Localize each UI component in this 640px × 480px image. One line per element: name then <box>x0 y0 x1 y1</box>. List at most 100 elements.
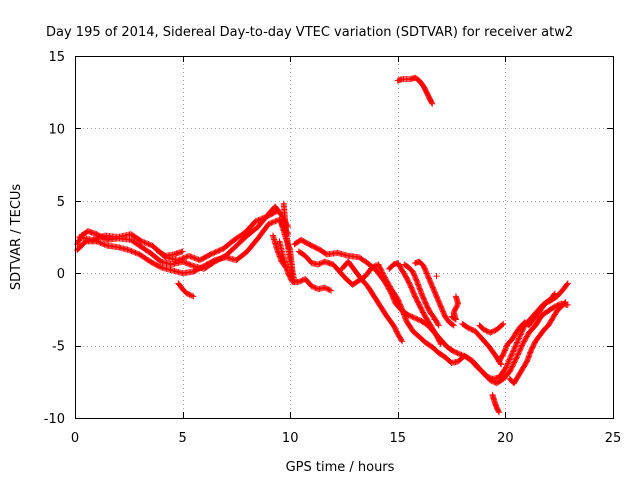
data-point <box>513 340 520 347</box>
data-point <box>420 294 427 301</box>
data-point <box>434 321 441 328</box>
data-point <box>186 252 193 259</box>
data-point <box>407 283 414 290</box>
data-point <box>430 287 437 294</box>
data-point <box>511 358 518 365</box>
data-point <box>368 264 375 271</box>
data-point <box>429 283 436 290</box>
data-point <box>383 277 390 284</box>
data-point <box>423 270 430 277</box>
grid-lines <box>75 56 613 418</box>
data-point <box>407 281 414 288</box>
data-point <box>517 331 524 338</box>
data-point <box>127 247 134 254</box>
data-point <box>129 248 136 255</box>
data-point <box>267 220 274 227</box>
data-point <box>381 274 388 281</box>
data-point <box>429 100 436 107</box>
data-point <box>516 347 523 354</box>
data-point <box>188 253 195 260</box>
data-point <box>521 338 528 345</box>
data-point <box>412 315 419 322</box>
data-point <box>435 322 442 329</box>
data-point <box>520 339 527 346</box>
data-point <box>391 298 398 305</box>
data-point <box>420 262 427 269</box>
y-tick-label: 10 <box>48 122 65 137</box>
data-point <box>507 366 514 373</box>
data-point <box>512 342 519 349</box>
data-point <box>410 270 417 277</box>
data-point <box>135 250 142 257</box>
data-point <box>511 359 518 366</box>
data-point <box>469 326 476 333</box>
data-point <box>396 300 403 307</box>
data-point <box>410 271 417 278</box>
data-point <box>441 311 448 318</box>
data-point <box>258 215 265 222</box>
data-point <box>509 363 516 370</box>
data-point <box>179 248 186 255</box>
data-point <box>522 336 529 343</box>
x-tick-label: 5 <box>178 431 186 446</box>
data-point <box>208 250 215 257</box>
data-point <box>297 278 304 285</box>
y-tick-labels: -10 -5 0 5 10 15 <box>44 50 65 427</box>
data-point <box>426 275 433 282</box>
data-point <box>324 285 331 292</box>
data-point <box>516 349 523 356</box>
data-point <box>450 348 457 355</box>
data-point <box>515 350 522 357</box>
data-point <box>419 293 426 300</box>
data-point <box>500 350 507 357</box>
data-point <box>510 348 517 355</box>
data-point <box>273 208 280 215</box>
data-point <box>422 266 429 273</box>
data-point <box>182 259 189 266</box>
data-point <box>252 218 259 225</box>
data-point <box>427 279 434 286</box>
data-point <box>315 261 322 268</box>
chart-title: Day 195 of 2014, Sidereal Day-to-day VTE… <box>46 25 573 40</box>
x-tick-label: 0 <box>71 431 79 446</box>
data-point <box>319 259 326 266</box>
data-point <box>454 350 461 357</box>
data-point <box>510 360 517 367</box>
data-point <box>523 334 530 341</box>
data-point <box>397 302 404 309</box>
data-point <box>514 351 521 358</box>
data-point <box>440 309 447 316</box>
data-point <box>395 297 402 304</box>
data-point <box>145 241 152 248</box>
data-point <box>180 254 187 261</box>
data-point <box>503 363 510 370</box>
data-point <box>386 282 393 289</box>
data-point <box>412 273 419 280</box>
data-point <box>436 300 443 307</box>
data-point <box>379 269 386 276</box>
data-point <box>370 263 377 270</box>
x-tick-label: 10 <box>282 431 299 446</box>
data-point <box>482 327 489 334</box>
data-point <box>502 364 509 371</box>
data-point <box>412 275 419 282</box>
data-point <box>422 299 429 306</box>
data-point <box>524 332 531 339</box>
data-point <box>457 351 464 358</box>
data-point <box>425 274 432 281</box>
data-point <box>517 345 524 352</box>
data-point <box>381 273 388 280</box>
data-point <box>508 352 515 359</box>
data-point <box>501 348 508 355</box>
data-point <box>394 296 401 303</box>
data-point <box>406 312 413 319</box>
x-axis-label: GPS time / hours <box>286 460 395 475</box>
data-point <box>255 216 262 223</box>
data-point <box>398 337 405 344</box>
data-point <box>562 299 569 306</box>
data-point <box>268 219 275 226</box>
data-point <box>189 262 196 269</box>
data-point <box>410 289 417 296</box>
data-point <box>507 353 514 360</box>
data-point <box>501 347 508 354</box>
